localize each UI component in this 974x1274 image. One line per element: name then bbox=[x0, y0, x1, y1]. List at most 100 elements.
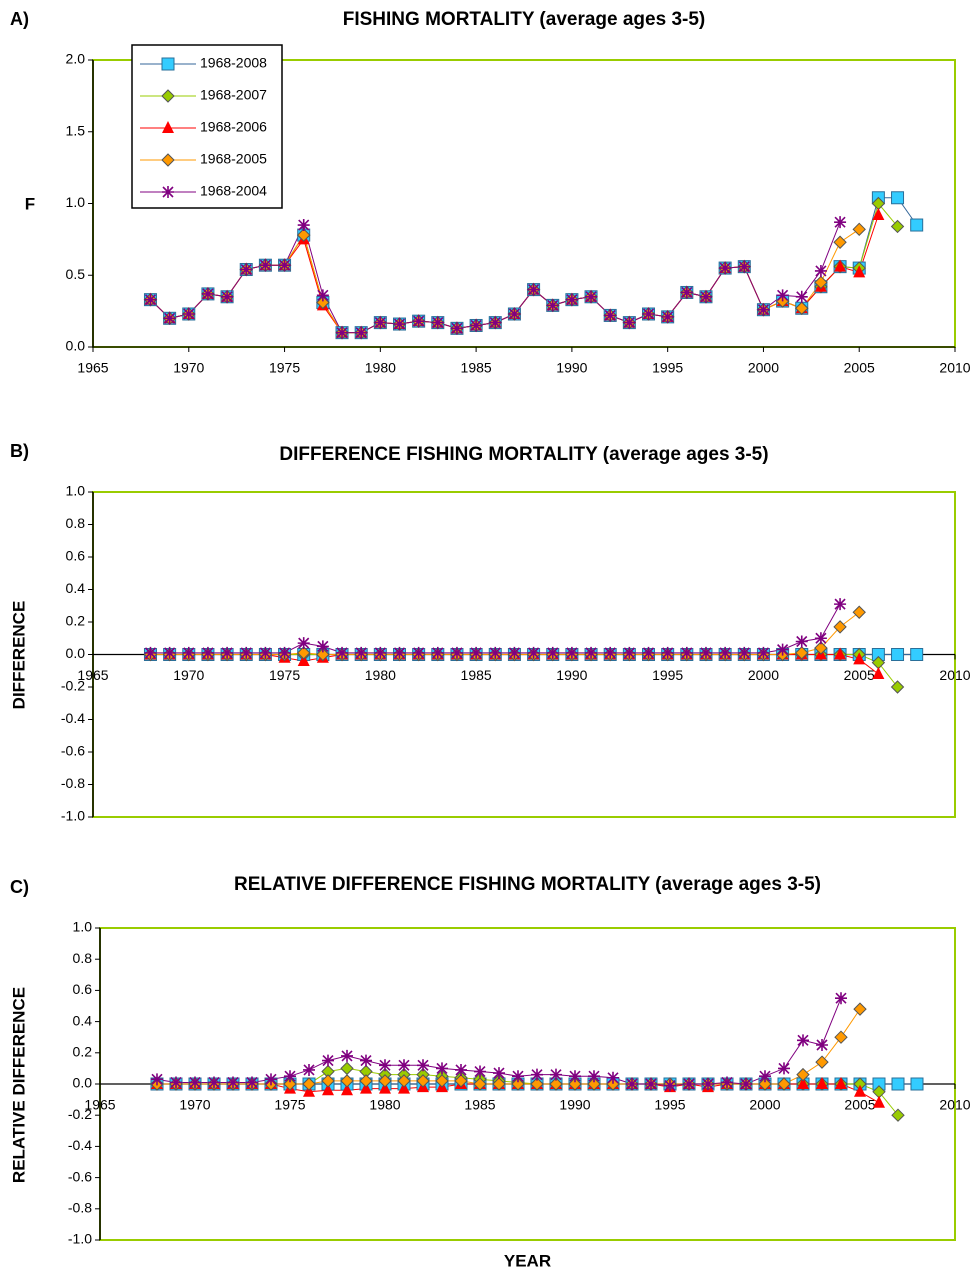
marker bbox=[201, 287, 214, 300]
marker bbox=[240, 646, 253, 659]
x-tick-label: 1985 bbox=[461, 360, 492, 376]
marker bbox=[297, 654, 310, 666]
marker bbox=[910, 218, 924, 232]
marker bbox=[852, 222, 866, 237]
y-tick-label: -1.0 bbox=[61, 808, 85, 824]
x-tick-label: 1965 bbox=[84, 1097, 115, 1113]
panel: C) RELATIVE DIFFERENCE FISHING MORTALITY … bbox=[9, 874, 970, 1270]
x-tick-label: 2005 bbox=[844, 1097, 875, 1113]
marker bbox=[489, 316, 502, 329]
marker bbox=[341, 1083, 353, 1096]
x-tick-label: 1995 bbox=[652, 667, 683, 683]
marker bbox=[661, 646, 674, 659]
marker bbox=[910, 1077, 924, 1091]
marker bbox=[246, 1076, 258, 1089]
legend-marker bbox=[161, 89, 175, 103]
marker bbox=[565, 646, 578, 659]
marker bbox=[891, 191, 905, 205]
marker bbox=[379, 1081, 391, 1094]
marker bbox=[508, 646, 521, 659]
marker bbox=[379, 1059, 391, 1072]
marker bbox=[546, 646, 559, 659]
marker bbox=[546, 299, 559, 312]
marker bbox=[182, 646, 195, 659]
marker bbox=[527, 646, 540, 659]
x-tick-label: 2005 bbox=[844, 360, 875, 376]
marker bbox=[699, 646, 712, 659]
marker bbox=[163, 646, 176, 659]
legend-label: 1968-2006 bbox=[200, 119, 267, 135]
marker bbox=[758, 1077, 772, 1091]
marker bbox=[412, 315, 425, 328]
marker bbox=[607, 1071, 619, 1084]
marker bbox=[834, 259, 847, 272]
marker bbox=[604, 309, 617, 322]
marker bbox=[664, 1079, 676, 1092]
marker bbox=[393, 646, 406, 659]
marker bbox=[144, 646, 157, 659]
y-tick-label: -0.4 bbox=[68, 1137, 92, 1153]
x-tick-label: 1975 bbox=[269, 667, 300, 683]
marker bbox=[201, 646, 214, 659]
marker bbox=[585, 290, 598, 303]
marker bbox=[853, 652, 866, 665]
marker bbox=[208, 1076, 220, 1089]
marker bbox=[278, 646, 291, 659]
marker bbox=[316, 647, 330, 662]
panel: A) FISHING MORTALITY (average ages 3-5) F 0… bbox=[10, 9, 971, 376]
marker bbox=[302, 1077, 316, 1091]
marker bbox=[699, 290, 712, 303]
marker bbox=[151, 1073, 163, 1086]
marker bbox=[852, 605, 866, 619]
chart-title: FISHING MORTALITY (average ages 3-5) bbox=[343, 9, 706, 30]
marker bbox=[278, 259, 291, 272]
marker bbox=[872, 207, 885, 220]
marker bbox=[623, 646, 636, 659]
y-tick-label: 0.4 bbox=[73, 1012, 93, 1028]
marker bbox=[259, 646, 272, 659]
x-tick-label: 1990 bbox=[556, 360, 587, 376]
marker bbox=[182, 307, 195, 320]
marker bbox=[450, 646, 463, 659]
marker bbox=[910, 648, 924, 661]
marker bbox=[797, 1077, 809, 1089]
marker bbox=[493, 1067, 505, 1080]
y-tick-label: -0.4 bbox=[61, 710, 85, 726]
marker bbox=[738, 260, 751, 273]
y-tick-label: 0.0 bbox=[73, 1075, 93, 1091]
legend-label: 1968-2007 bbox=[200, 87, 267, 103]
marker bbox=[450, 322, 463, 335]
marker bbox=[163, 312, 176, 325]
marker bbox=[757, 646, 770, 659]
marker bbox=[436, 1062, 448, 1075]
x-tick-label: 2010 bbox=[939, 667, 970, 683]
marker bbox=[259, 259, 272, 272]
series-line bbox=[157, 1008, 861, 1085]
y-axis-label: RELATIVE DIFFERENCE bbox=[9, 987, 28, 1183]
marker bbox=[568, 1077, 582, 1091]
marker bbox=[322, 1054, 334, 1067]
y-tick-label: 0.6 bbox=[66, 548, 86, 564]
marker bbox=[227, 1076, 239, 1089]
x-tick-label: 1965 bbox=[77, 360, 108, 376]
panel: B) DIFFERENCE FISHING MORTALITY (average … bbox=[9, 441, 970, 824]
marker bbox=[683, 1078, 695, 1090]
x-tick-label: 1985 bbox=[461, 667, 492, 683]
marker bbox=[355, 326, 368, 339]
x-tick-label: 1980 bbox=[369, 1097, 400, 1113]
chart-title: DIFFERENCE FISHING MORTALITY (average ag… bbox=[279, 444, 768, 465]
y-tick-label: -0.6 bbox=[61, 743, 85, 759]
marker bbox=[297, 646, 311, 660]
marker bbox=[777, 1077, 791, 1091]
x-tick-label: 2000 bbox=[748, 667, 779, 683]
marker bbox=[661, 310, 674, 323]
marker bbox=[508, 307, 521, 320]
marker bbox=[416, 1074, 430, 1088]
y-tick-label: -0.8 bbox=[61, 775, 85, 791]
x-tick-label: 1975 bbox=[274, 1097, 305, 1113]
legend-marker bbox=[162, 121, 174, 133]
marker bbox=[623, 316, 636, 329]
y-axis-label: DIFFERENCE bbox=[9, 601, 28, 710]
y-tick-label: -0.6 bbox=[68, 1168, 92, 1184]
marker bbox=[835, 1077, 847, 1089]
